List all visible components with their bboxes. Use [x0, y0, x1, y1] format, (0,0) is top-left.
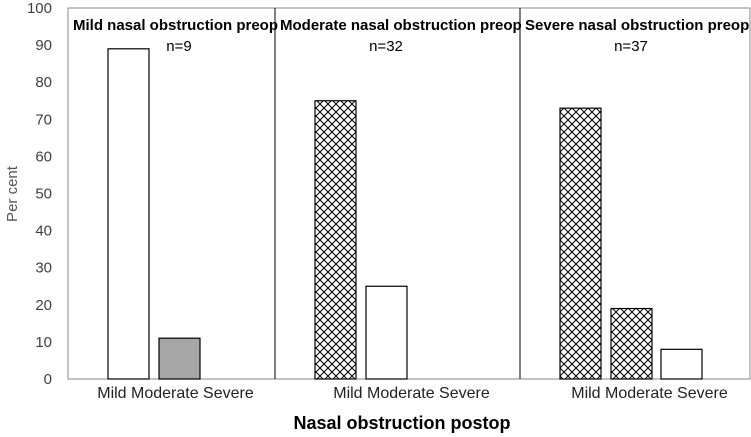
- y-tick-label: 10: [35, 334, 52, 351]
- y-tick-label: 40: [35, 223, 52, 240]
- panel-title-3: Severe nasal obstruction preop: [525, 17, 749, 34]
- panel-n-label-2: n=32: [369, 38, 403, 55]
- category-labels-panel-3: Mild Moderate Severe: [571, 385, 728, 402]
- panel-title-1: Mild nasal obstruction preop: [73, 17, 278, 34]
- panel-n-label-3: n=37: [614, 38, 648, 55]
- y-tick-label: 100: [27, 0, 52, 17]
- bar-mild-panel-1: [107, 48, 150, 380]
- bar-mild-panel-2: [314, 100, 357, 380]
- y-tick-label: 70: [35, 111, 52, 128]
- category-labels-panel-1: Mild Moderate Severe: [97, 385, 254, 402]
- plot-frame: [67, 7, 751, 380]
- panel-title-2: Moderate nasal obstruction preop: [280, 17, 522, 34]
- bar-moderate-panel-3: [610, 307, 653, 380]
- y-axis-title: Per cent: [4, 165, 21, 222]
- bar-severe-panel-3: [660, 348, 703, 380]
- y-tick-label: 30: [35, 260, 52, 277]
- panel-n-label-1: n=9: [166, 38, 191, 55]
- bar-mild-panel-3: [559, 107, 602, 380]
- y-tick-label: 20: [35, 297, 52, 314]
- y-tick-label: 0: [44, 371, 52, 388]
- y-tick-label: 50: [35, 186, 52, 203]
- bar-moderate-panel-1: [158, 337, 201, 380]
- y-tick-label: 80: [35, 74, 52, 91]
- x-axis-title: Nasal obstruction postop: [293, 413, 510, 433]
- category-labels-panel-2: Mild Moderate Severe: [333, 385, 490, 402]
- y-tick-label: 60: [35, 148, 52, 165]
- bar-moderate-panel-2: [365, 285, 408, 380]
- y-tick-label: 90: [35, 37, 52, 54]
